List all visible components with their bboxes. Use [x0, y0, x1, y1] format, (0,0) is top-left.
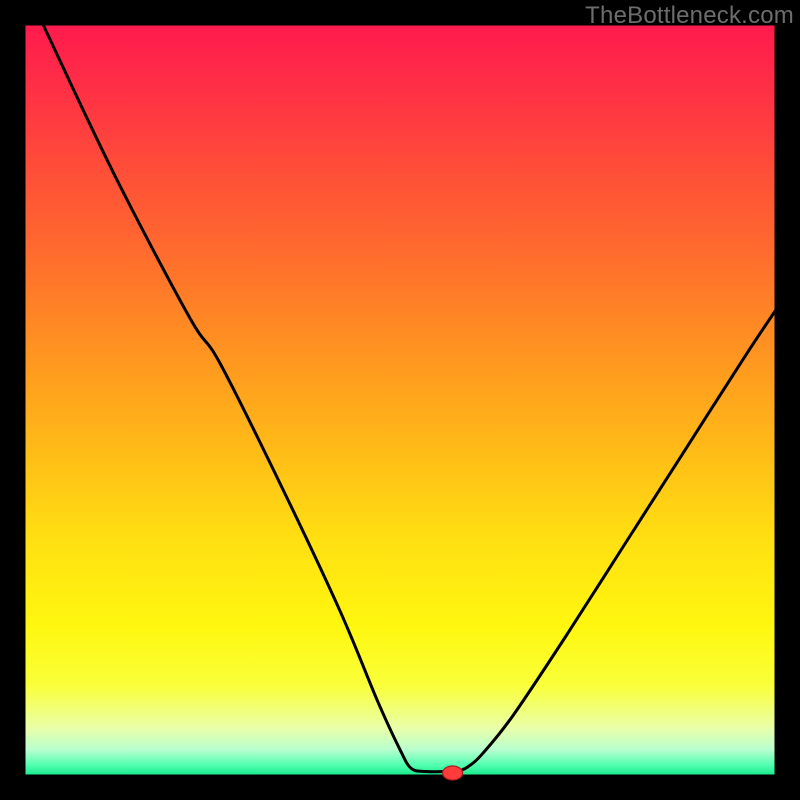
chart-background [24, 24, 776, 776]
bottleneck-curve-chart [0, 0, 800, 800]
optimal-point-marker [443, 766, 463, 780]
stage: TheBottleneck.com [0, 0, 800, 800]
